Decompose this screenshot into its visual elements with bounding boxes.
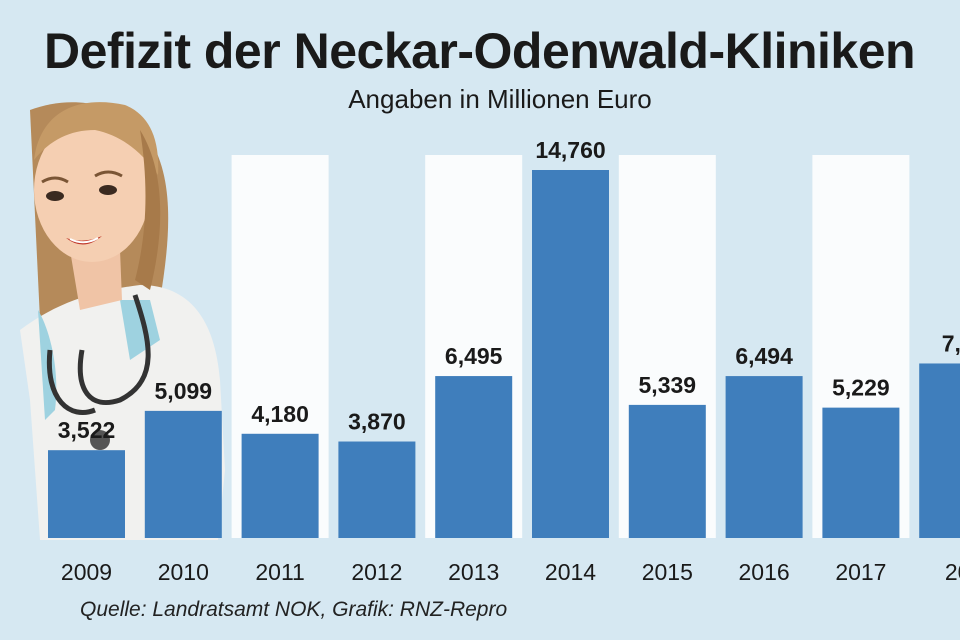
x-tick-2010: 2010 [158,559,209,585]
x-tick-2016: 2016 [739,559,790,585]
x-tick-2013: 2013 [448,559,499,585]
data-label-2012: 3,870 [348,409,406,435]
bar-2009 [48,450,125,538]
x-tick-2015: 2015 [642,559,693,585]
chart-subtitle: Angaben in Millionen Euro [348,84,652,114]
bar-2011 [241,433,319,538]
data-label-2015: 5,339 [639,372,697,398]
bar-2017 [822,407,900,538]
data-label-2014: 14,760 [535,137,605,163]
bar-20 [919,363,960,538]
bar-2013 [435,376,513,538]
x-tick-2014: 2014 [545,559,596,585]
bar-2016 [725,376,803,538]
x-tick-20: 20 [945,559,960,585]
data-label-2009: 3,522 [58,417,116,443]
data-label-2016: 6,494 [735,343,793,369]
x-tick-2011: 2011 [255,559,304,585]
data-labels: 3,522 5,099 4,180 3,870 6,495 14,760 5,339 6,49… [58,137,960,443]
x-tick-2012: 2012 [351,559,402,585]
source-note: Quelle: Landratsamt NOK, Grafik: RNZ-Rep… [80,598,508,621]
x-tick-labels: 2009 2010 2011 2012 2013 2014 2015 2016 2017 20 [61,559,960,585]
chart-title: Defizit der Neckar-Odenwald-Kliniken [44,23,916,79]
data-label-2017: 5,229 [832,375,890,401]
data-label-2013: 6,495 [445,343,503,369]
bar-2012 [338,441,416,538]
bar-2010 [144,410,222,538]
data-label-2010: 5,099 [155,378,213,404]
data-label-2011: 4,180 [251,401,309,427]
x-tick-2017: 2017 [835,559,886,585]
x-tick-2009: 2009 [61,559,112,585]
data-label-20: 7,0 [942,330,960,356]
bars [48,170,960,538]
bar-2015 [628,404,706,538]
bar-2014 [532,170,609,538]
